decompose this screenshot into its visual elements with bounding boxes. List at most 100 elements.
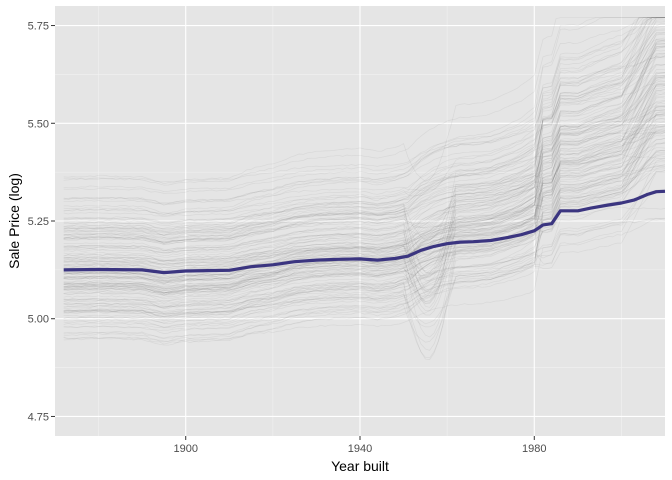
ice-curve [63,106,666,305]
ice-curve [63,43,666,302]
ice-curve [63,55,666,294]
ice-curve [63,71,666,291]
ice-curve [63,125,666,328]
ice-curve [63,95,666,288]
ice-curve [63,107,666,328]
ice-curve [63,46,666,308]
ice-curve [63,219,666,342]
ice-curve [63,88,666,298]
ice-curve [63,131,666,250]
y-tick-label: 5.25 [28,216,49,228]
ice-curve [63,17,665,206]
ice-curve [63,114,666,314]
ice-curve [63,32,666,243]
ice-curve [63,57,666,252]
ice-curve [63,84,666,268]
ice-curve [63,45,666,272]
ice-curve [63,109,666,317]
ice-curve [63,75,665,294]
ice-curve [63,129,666,296]
ice-curve [63,150,665,308]
ice-curve [63,38,666,230]
ice-curve [63,122,665,320]
ice-curve [63,142,666,262]
ice-curve [63,92,666,316]
ice-curve [63,74,666,314]
ice-curve [63,55,666,240]
ice-curve [63,45,666,280]
ice-curves [63,17,666,360]
ice-curve [63,28,666,245]
ice-curve [63,158,666,340]
ice-curve [63,26,665,236]
ice-curve [63,17,665,254]
ice-curve [63,43,666,321]
ice-curve [63,17,665,186]
major-gridlines [55,6,665,436]
y-axis-title: Sale Price (log) [6,173,22,269]
y-tick-label: 5.75 [28,21,49,33]
ice-curve [63,63,666,256]
ice-curve [63,77,666,303]
ice-curve [63,84,666,256]
ice-curve [63,170,666,304]
ice-curve [63,113,666,267]
ice-curve [63,137,666,262]
ice-curve [63,31,666,265]
ice-curve [63,39,666,229]
ice-curve [63,91,666,269]
ice-curve [63,135,665,359]
ice-curve [63,125,666,308]
ice-curve [63,206,666,290]
ice-curve [63,82,666,254]
ice-curve [63,17,665,241]
x-axis-ticks: 1900 1940 1980 [173,436,547,455]
ice-curve [63,29,666,183]
ice-curve [63,113,666,300]
ice-curve [63,33,666,218]
ice-curve [63,138,666,345]
ice-curve [63,21,666,194]
ice-curve [63,17,665,231]
ice-curve [63,76,666,287]
ice-curve [63,102,666,294]
y-tick-label: 5.50 [28,118,49,130]
ice-curve [63,96,666,346]
average-pdp-line [63,189,666,275]
ice-curve [63,55,666,233]
ice-curve [63,168,666,294]
ice-curve [63,17,665,204]
y-axis-ticks: 4.75 5.00 5.25 5.50 5.75 [28,21,55,423]
ice-curve [63,17,665,274]
x-tick-label: 1900 [173,443,197,455]
ice-curve [63,131,666,360]
ice-curve [63,53,666,282]
ice-curve [63,112,666,305]
ice-curve [63,17,665,225]
ice-curve [63,43,666,284]
y-tick-label: 4.75 [28,411,49,423]
ice-curve [63,17,665,204]
ice-curve [63,118,666,296]
ice-curve [63,114,666,284]
ice-curve [63,131,666,243]
ice-curve [63,46,666,226]
ice-curve [63,83,666,236]
ice-curve [63,17,665,192]
ice-curve [63,17,665,185]
ice-curve [63,80,666,274]
ice-curve [63,115,666,252]
ice-curve [63,17,665,238]
ice-curve [63,17,665,252]
ice-curve [63,72,666,325]
ice-curve [63,165,666,239]
ice-curve [63,85,666,285]
ice-curve [63,132,666,279]
ice-curve [63,76,666,282]
ice-curve [63,17,665,217]
ice-curve [63,170,666,322]
ice-curve [63,104,666,293]
ice-curve [63,17,665,293]
ice-curve [63,50,666,244]
